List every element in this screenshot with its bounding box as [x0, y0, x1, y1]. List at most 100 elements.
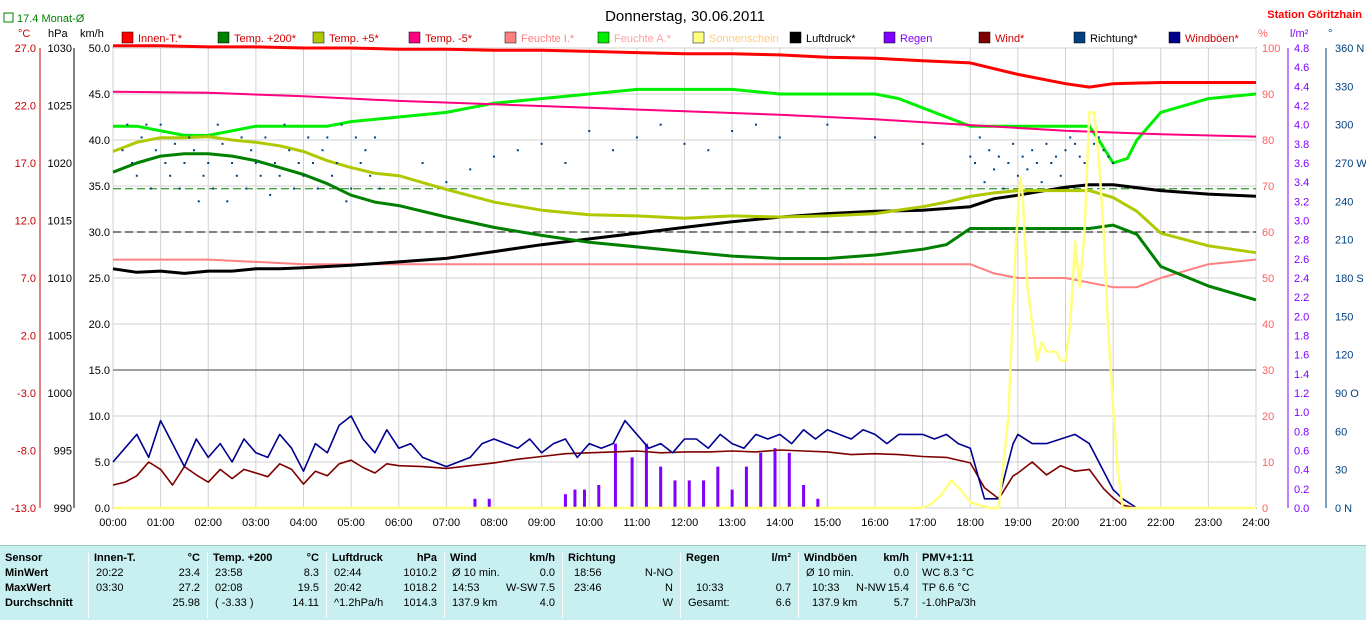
direction-point — [135, 174, 138, 177]
richtung-min-val: N-NO — [644, 567, 673, 579]
tick-hpa: 1010 — [48, 273, 72, 285]
direction-point — [340, 123, 343, 126]
direction-point — [159, 123, 162, 126]
direction-point — [316, 187, 319, 190]
tick-hpa: 1030 — [48, 43, 72, 55]
summary-col-windboeen: Windböen km/h Ø 10 min. 0.0 10:33 N-NW 15.4 … — [798, 552, 915, 618]
luftdruck-max-time: 20:42 — [334, 582, 362, 594]
tick-rain: 4.8 — [1294, 43, 1309, 55]
direction-point — [312, 162, 315, 164]
tick-x: 00:00 — [99, 517, 127, 529]
tick-x: 19:00 — [1004, 517, 1032, 529]
direction-point — [364, 149, 367, 152]
tick-percent: 20 — [1262, 411, 1274, 423]
direction-point — [321, 149, 324, 152]
direction-point — [469, 168, 472, 171]
direction-point — [173, 142, 176, 145]
wind-avg-val: 4.0 — [539, 597, 555, 609]
legend-swatch — [504, 31, 517, 44]
windboeen-max-time: 10:33 — [812, 582, 840, 594]
direction-point — [1112, 162, 1115, 164]
summary-col-temp200: Temp. +200 °C 23:58 8.3 02:08 19.5 ( -3.33 … — [207, 552, 325, 618]
chart-title: Donnerstag, 30.06.2011 — [605, 8, 765, 25]
temp200-min-time: 23:58 — [215, 567, 243, 579]
label-avg: Durchschnitt — [5, 597, 73, 609]
tick-x: 23:00 — [1195, 517, 1223, 529]
direction-point — [354, 136, 357, 139]
direction-point — [269, 193, 272, 196]
richtung-max-time: 23:46 — [574, 582, 602, 594]
tick-hpa: 1005 — [48, 331, 72, 343]
series-sonnenschein — [113, 111, 1256, 510]
tick-x: 01:00 — [147, 517, 175, 529]
direction-point — [240, 136, 243, 139]
wind-avg-extra: 137.9 km — [452, 597, 498, 609]
rain-bar — [487, 498, 491, 508]
summary-col-pmv: PMV+1:11 WC 8.3 °C TP 6.6 °C -1.0hPa/3h — [916, 552, 1026, 618]
tick-x: 21:00 — [1099, 517, 1127, 529]
legend-swatch — [121, 31, 134, 44]
legend-swatch — [978, 31, 991, 44]
innen-max-val: 27.2 — [178, 582, 200, 594]
tick-x: 07:00 — [433, 517, 461, 529]
direction-point — [216, 123, 219, 126]
series-feuchte-i — [113, 258, 1257, 289]
direction-point — [183, 162, 186, 164]
direction-point — [302, 174, 305, 177]
tick-deg: 90 O — [1335, 388, 1359, 400]
tick-deg: 300 — [1335, 120, 1353, 132]
rain-bar — [630, 457, 634, 508]
station-name: Station Göritzhain — [1267, 9, 1362, 21]
direction-point — [969, 155, 972, 158]
direction-point — [1059, 174, 1062, 177]
temp200-avg-extra: ( -3.33 ) — [215, 597, 254, 609]
innen-header: Innen-T. — [94, 552, 136, 564]
tick-x: 08:00 — [480, 517, 508, 529]
tick-percent: 90 — [1262, 89, 1274, 101]
unit-temp: °C — [18, 28, 30, 40]
tick-temp: -3.0 — [17, 388, 36, 400]
tick-x: 12:00 — [671, 517, 699, 529]
tick-temp: -13.0 — [11, 503, 36, 515]
temp200-min-val: 8.3 — [303, 567, 319, 579]
direction-point — [707, 149, 710, 152]
direction-point — [169, 174, 172, 177]
month-avg-checkbox[interactable] — [3, 12, 14, 23]
direction-point — [1054, 155, 1057, 158]
direction-point — [373, 136, 376, 139]
tick-kmh: 10.0 — [89, 411, 110, 423]
legend-label: Feuchte A.* — [614, 33, 672, 45]
tick-rain: 4.6 — [1294, 62, 1309, 74]
tick-deg: 330 — [1335, 81, 1353, 93]
summary-panel: Sensor MinWert MaxWert Durchschnitt Inne… — [0, 545, 1366, 620]
tick-x: 14:00 — [766, 517, 794, 529]
direction-point — [493, 155, 495, 158]
direction-point — [221, 142, 224, 145]
wind-header: Wind — [450, 552, 477, 564]
direction-point — [754, 123, 757, 126]
direction-point — [921, 142, 924, 145]
direction-point — [1016, 174, 1019, 177]
rain-bar — [773, 448, 777, 508]
direction-point — [307, 136, 310, 139]
direction-point — [1035, 162, 1038, 164]
direction-point — [154, 149, 157, 152]
rain-bar — [702, 480, 706, 508]
direction-point — [288, 149, 291, 152]
tick-percent: 0 — [1262, 503, 1268, 515]
wind-max-val: 7.5 — [539, 582, 555, 594]
richtung-max-val: N — [665, 582, 673, 594]
direction-point — [297, 162, 300, 164]
direction-point — [635, 136, 638, 139]
direction-point — [1040, 181, 1043, 184]
tick-rain: 0.2 — [1294, 484, 1309, 496]
direction-point — [1045, 142, 1048, 145]
rain-bar — [659, 466, 663, 508]
windboeen-max-val: 15.4 — [887, 582, 909, 594]
direction-point — [1097, 136, 1100, 139]
rain-bar — [563, 494, 567, 508]
summary-col-innen: Innen-T. °C 20:22 23.4 03:30 27.2 25.98 — [88, 552, 206, 618]
tick-rain: 1.8 — [1294, 331, 1309, 343]
regen-avg-val: 6.6 — [775, 597, 791, 609]
tick-temp: 27.0 — [15, 43, 36, 55]
